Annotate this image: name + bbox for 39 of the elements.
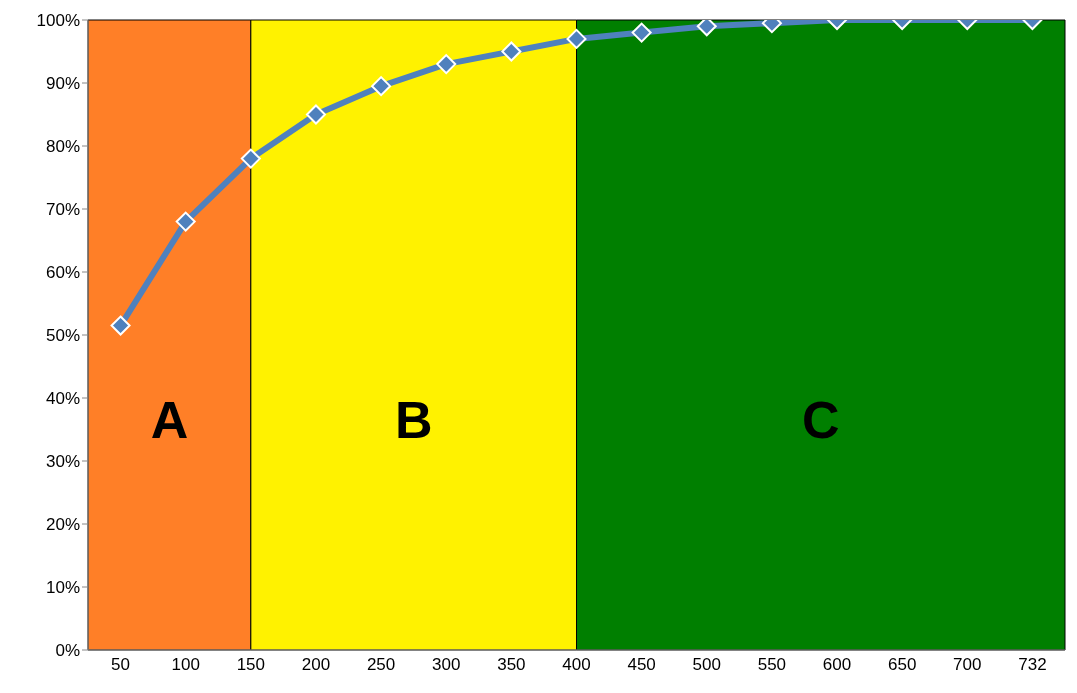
band-label: A bbox=[150, 391, 189, 450]
point bbox=[175, 211, 196, 232]
y-tick-label: 20% bbox=[45, 515, 80, 535]
x-tick-label: 350 bbox=[497, 655, 526, 675]
y-tick-label: 0% bbox=[55, 641, 80, 661]
y-tick-label: 30% bbox=[45, 452, 80, 472]
point bbox=[110, 315, 131, 336]
band-label: C bbox=[801, 391, 840, 450]
band-label: B bbox=[394, 391, 433, 450]
point bbox=[371, 76, 392, 97]
x-tick-label: 500 bbox=[692, 655, 721, 675]
point bbox=[566, 28, 587, 49]
y-tick-label: 10% bbox=[45, 578, 80, 598]
x-tick-label: 50 bbox=[111, 655, 131, 675]
point bbox=[240, 148, 261, 169]
x-tick-label: 400 bbox=[562, 655, 591, 675]
y-tick-label: 90% bbox=[45, 74, 80, 94]
point bbox=[501, 41, 522, 62]
y-tick-label: 100% bbox=[36, 11, 80, 31]
y-tick-label: 50% bbox=[45, 326, 80, 346]
x-tick-label: 550 bbox=[757, 655, 787, 675]
x-tick-label: 450 bbox=[627, 655, 656, 675]
point bbox=[696, 20, 717, 37]
y-tick-label: 80% bbox=[45, 137, 80, 157]
y-tick-label: 60% bbox=[45, 263, 80, 283]
x-tick-label: 100 bbox=[171, 655, 200, 675]
x-tick-label: 600 bbox=[822, 655, 852, 675]
x-tick-label: 300 bbox=[432, 655, 461, 675]
x-tick-label: 650 bbox=[887, 655, 917, 675]
y-tick-label: 40% bbox=[45, 389, 80, 409]
point bbox=[436, 54, 457, 75]
x-tick-label: 150 bbox=[236, 655, 266, 675]
point bbox=[305, 104, 326, 125]
x-tick-label: 732 bbox=[1018, 655, 1047, 675]
x-tick-label: 250 bbox=[366, 655, 396, 675]
y-tick-label: 70% bbox=[45, 200, 80, 220]
point bbox=[631, 22, 652, 43]
x-tick-label: 700 bbox=[953, 655, 982, 675]
x-tick-label: 200 bbox=[301, 655, 331, 675]
